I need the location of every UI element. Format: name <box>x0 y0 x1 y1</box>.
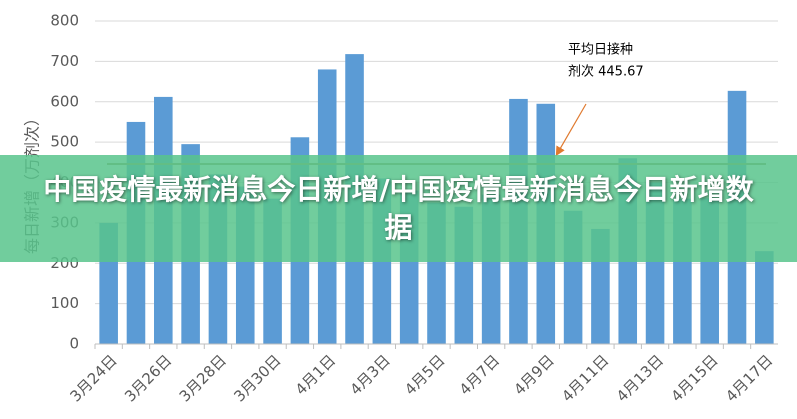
x-tick-label: 3月26日 <box>121 351 175 405</box>
x-tick-label: 3月30日 <box>230 351 284 405</box>
overlay-title: 中国疫情最新消息今日新增/中国疫情最新消息今日新增数据 <box>43 172 754 244</box>
annotation: 剂次 445.67 <box>568 64 644 80</box>
x-tick-label: 4月3日 <box>346 351 393 398</box>
overlay-banner: 中国疫情最新消息今日新增/中国疫情最新消息今日新增数据 <box>0 155 797 262</box>
y-tick-label: 100 <box>50 294 79 312</box>
x-tick-label: 4月13日 <box>613 351 667 405</box>
x-tick-label: 4月7日 <box>456 351 503 398</box>
x-tick-label: 4月15日 <box>668 351 722 405</box>
y-tick-label: 800 <box>50 12 79 30</box>
y-tick-label: 700 <box>50 52 79 70</box>
y-tick-label: 0 <box>69 335 79 353</box>
y-tick-label: 500 <box>50 133 79 151</box>
x-tick-label: 4月11日 <box>558 351 612 405</box>
annotation-arrow <box>555 103 587 157</box>
x-tick-label: 3月28日 <box>176 351 230 405</box>
x-tick-label: 4月5日 <box>401 351 448 398</box>
x-tick-label: 4月1日 <box>292 351 339 398</box>
y-tick-label: 600 <box>50 92 79 110</box>
x-tick-label: 3月24日 <box>66 351 120 405</box>
x-tick-label: 4月17日 <box>722 351 776 405</box>
annotation: 平均日接种 <box>568 42 633 58</box>
bar <box>755 251 774 344</box>
x-tick-label: 4月9日 <box>510 351 557 398</box>
